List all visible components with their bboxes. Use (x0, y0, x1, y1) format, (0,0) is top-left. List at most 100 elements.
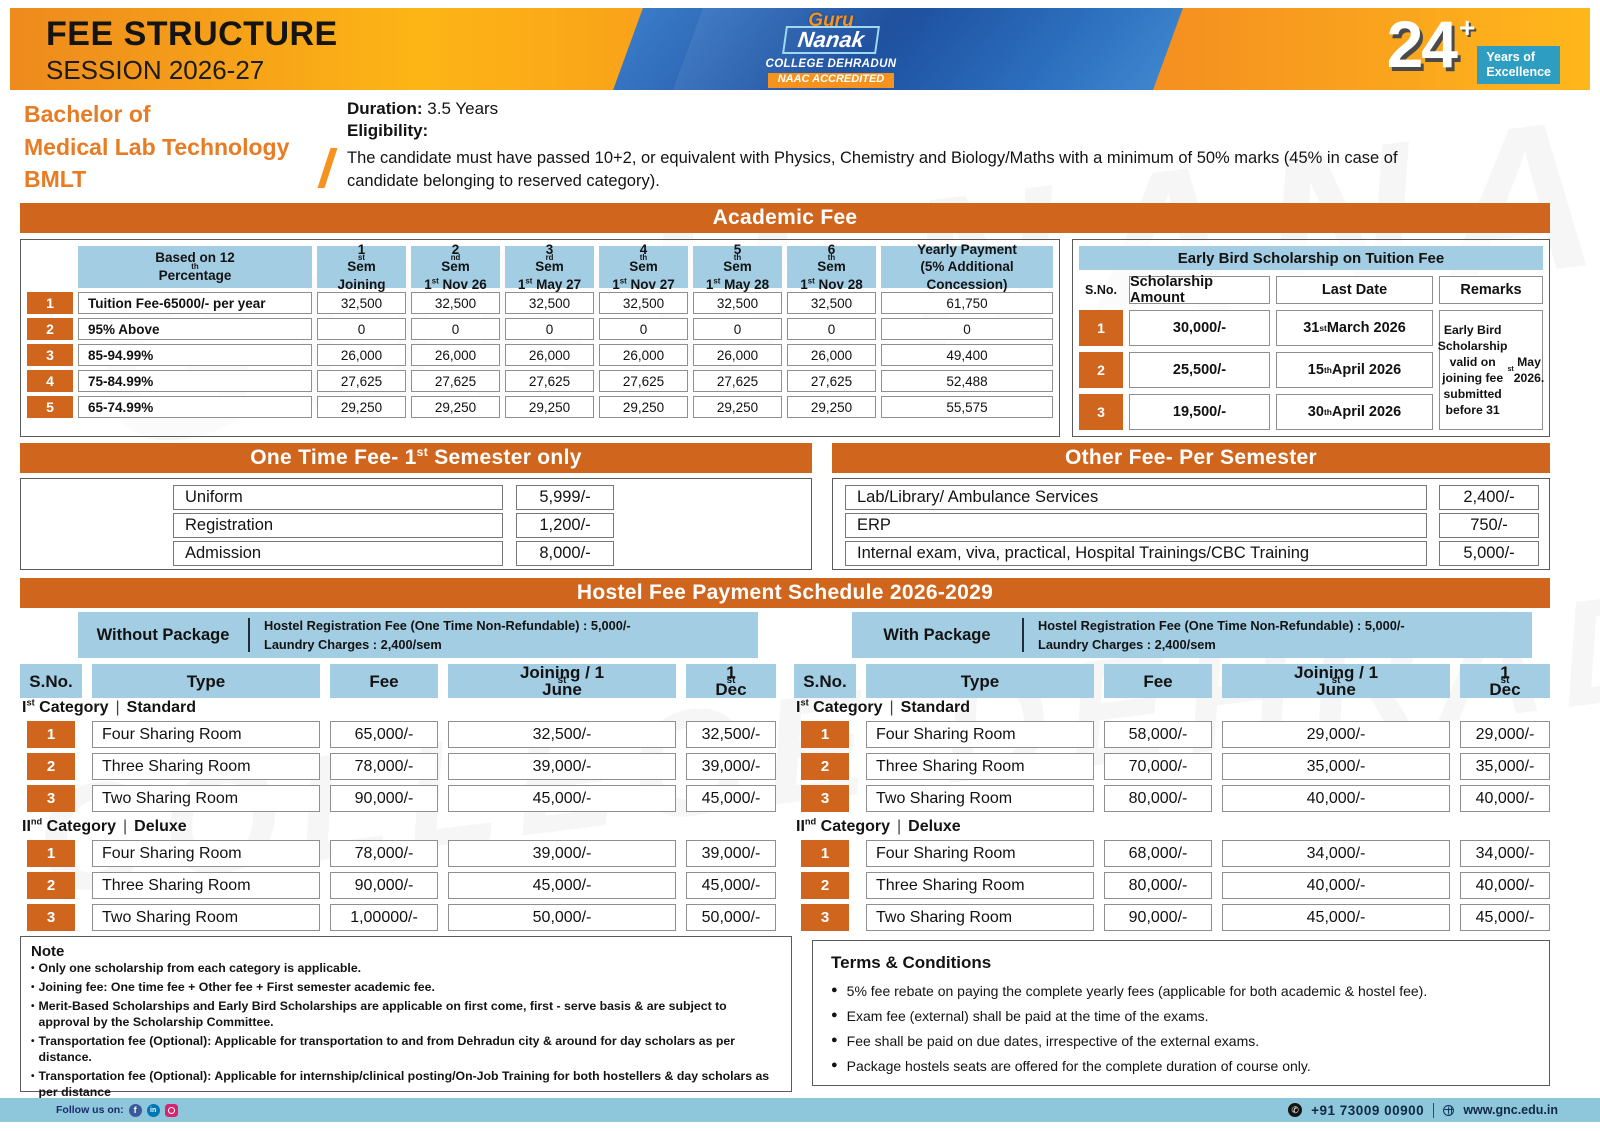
hostel-package-divider (248, 618, 250, 652)
academic-fee-value: 26,000 (505, 344, 594, 366)
program-name-line2: Medical Lab Technology (24, 133, 290, 160)
hostel-category-rows: 1 Four Sharing Room 68,000/- 34,000/- 34,000… (794, 840, 1550, 931)
hostel-row-number: 2 (801, 872, 849, 899)
academic-row-number: 1 (27, 292, 73, 314)
academic-fee-value: 32,500 (693, 292, 782, 314)
academic-header-spacer (27, 246, 73, 288)
academic-fee-value: 26,000 (317, 344, 406, 366)
academic-yearly-value: 55,575 (881, 396, 1053, 418)
page-title: FEE STRUCTURE (46, 15, 338, 53)
terms-box: Terms & Conditions ● 5% fee rebate on pay… (812, 940, 1550, 1086)
hostel-row-number: 1 (27, 721, 75, 748)
early-bird-col-header: Last Date (1276, 276, 1433, 304)
hostel-fee-value: 80,000/- (1104, 785, 1212, 812)
hostel-joining-value: 32,500/- (448, 721, 676, 748)
college-logo: Guru Nanak COLLEGE DEHRADUN NAAC ACCREDI… (743, 11, 919, 88)
hostel-room-type: Two Sharing Room (92, 785, 320, 812)
hostel-joining-value: 29,000/- (1222, 721, 1450, 748)
years-label-line1: Years of (1486, 50, 1535, 64)
academic-fee-value: 32,500 (505, 292, 594, 314)
hostel-fee-value: 1,00000/- (330, 904, 438, 931)
hostel-category-rows: 1 Four Sharing Room 78,000/- 39,000/- 39,000… (20, 840, 776, 931)
bullet-icon: • (31, 1001, 35, 1012)
academic-row-label: 65-74.99% (78, 396, 312, 418)
hostel-row-number: 2 (801, 753, 849, 780)
other-fee-value: 2,400/- (1439, 485, 1539, 510)
hostel-joining-value: 39,000/- (448, 753, 676, 780)
hostel-joining-value: 35,000/- (1222, 753, 1450, 780)
duration-value: 3.5 Years (427, 99, 499, 118)
academic-fee-value: 26,000 (787, 344, 876, 366)
hostel-fee-band: Hostel Fee Payment Schedule 2026-2029 (20, 578, 1550, 608)
one-time-fee-value: 8,000/- (516, 541, 614, 566)
phone-number[interactable]: +91 73009 00900 (1311, 1102, 1425, 1118)
one-time-fee-band: One Time Fee- 1st Semester only (20, 443, 812, 473)
academic-yearly-value: 49,400 (881, 344, 1053, 366)
years-label-line2: Excellence (1486, 64, 1551, 79)
linkedin-icon[interactable]: in (146, 1103, 160, 1117)
other-fee-box: Lab/Library/ Ambulance Services 2,400/- ER… (832, 478, 1550, 570)
bullet-icon: • (31, 963, 35, 974)
early-bird-amount: 25,500/- (1129, 352, 1270, 388)
hostel-dec-value: 29,000/- (1460, 721, 1550, 748)
hostel-room-type: Three Sharing Room (92, 753, 320, 780)
note-item: • Joining fee: One time fee + Other fee +… (31, 980, 781, 996)
fee-bands-row: One Time Fee- 1st Semester only Other Fe… (20, 443, 1550, 473)
hostel-package-divider (1022, 618, 1024, 652)
hostel-col-header: Type (866, 664, 1094, 698)
hostel-row-number: 1 (801, 721, 849, 748)
terms-item: ● Exam fee (external) shall be paid at th… (831, 1008, 1531, 1024)
hostel-row-number: 1 (801, 840, 849, 867)
note-box: Note • Only one scholarship from each cat… (20, 936, 792, 1099)
bullet-icon: ● (831, 1009, 838, 1021)
early-bird-amount: 30,000/- (1129, 310, 1270, 346)
phone-icon: ✆ (1288, 1103, 1303, 1117)
note-item-text: Transportation fee (Optional): Applicabl… (38, 1068, 770, 1099)
website-link[interactable]: www.gnc.edu.in (1463, 1103, 1558, 1117)
hostel-package-label: Without Package (96, 625, 230, 644)
one-time-fee-label: Uniform (173, 485, 503, 510)
academic-fee-band: Academic Fee (20, 203, 1550, 233)
note-item: • Only one scholarship from each category… (31, 961, 781, 977)
bullet-icon: ● (831, 1059, 838, 1071)
academic-row-label: 95% Above (78, 318, 312, 340)
hostel-registration-line2: Laundry Charges : 2,400/sem (264, 637, 442, 652)
program-name: Bachelor of Medical Lab Technology BMLT (24, 98, 324, 196)
one-time-fee-row: Uniform 5,999/- (21, 485, 811, 510)
terms-item: ● Fee shall be paid on due dates, irrespe… (831, 1033, 1531, 1049)
hostel-dec-value: 50,000/- (686, 904, 776, 931)
academic-fee-value: 26,000 (599, 344, 688, 366)
academic-fee-value: 26,000 (411, 344, 500, 366)
early-bird-remarks: Early Bird Scholarship valid on joining … (1438, 310, 1544, 430)
academic-fee-value: 29,250 (693, 396, 782, 418)
note-item-text: Only one scholarship from each category … (38, 961, 362, 975)
hostel-fee-value: 90,000/- (1104, 904, 1212, 931)
academic-fee-value: 32,500 (317, 292, 406, 314)
academic-fee-value: 0 (411, 318, 500, 340)
eligibility-label-line: Eligibility: (347, 120, 1550, 142)
one-time-fee-row: Admission 8,000/- (21, 541, 811, 566)
hostel-package-label: With Package (883, 625, 991, 644)
instagram-icon[interactable] (164, 1103, 178, 1117)
session-subtitle: SESSION 2026-27 (46, 55, 265, 85)
academic-fee-value: 0 (505, 318, 594, 340)
other-fee-value: 750/- (1439, 513, 1539, 538)
academic-fee-value: 32,500 (411, 292, 500, 314)
follow-us-group: Follow us on: f in (56, 1103, 178, 1117)
one-time-fee-value: 1,200/- (516, 513, 614, 538)
hostel-room-type: Two Sharing Room (866, 785, 1094, 812)
contact-group: ✆ +91 73009 00900 www.gnc.edu.in (1288, 1102, 1558, 1118)
academic-fee-value: 0 (599, 318, 688, 340)
program-name-line1: Bachelor of (24, 101, 151, 127)
hostel-category-rows: 1 Four Sharing Room 65,000/- 32,500/- 32,500… (20, 721, 776, 812)
note-title: Note (31, 943, 65, 960)
logo-naac-badge: NAAC ACCREDITED (767, 73, 895, 88)
hostel-col-header: Fee (330, 664, 438, 698)
academic-row-number: 2 (27, 318, 73, 340)
hostel-category-label: IInd Category | Deluxe (22, 816, 187, 835)
other-fee-row: Internal exam, viva, practical, Hospital… (833, 541, 1549, 566)
hostel-registration-info: Hostel Registration Fee (One Time Non-Re… (1024, 616, 1532, 654)
facebook-icon[interactable]: f (128, 1103, 142, 1117)
